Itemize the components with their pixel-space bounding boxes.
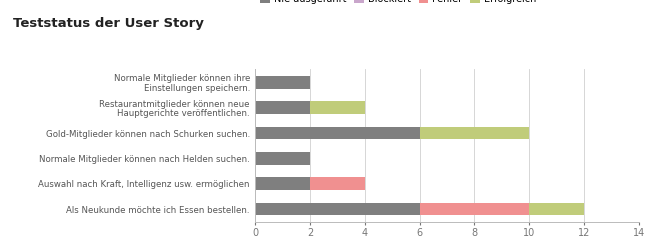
Bar (255, 152, 310, 165)
Legend: Nie ausgeführt, Blockiert, Fehler, Erfolgreich: Nie ausgeführt, Blockiert, Fehler, Erfol… (260, 0, 536, 4)
Bar (420, 127, 529, 139)
Bar (255, 203, 420, 215)
Bar (310, 177, 365, 190)
Bar (529, 203, 584, 215)
Bar (255, 76, 310, 89)
Bar (255, 102, 310, 114)
Bar (310, 102, 365, 114)
Bar (255, 127, 420, 139)
Bar (255, 177, 310, 190)
Text: Teststatus der User Story: Teststatus der User Story (13, 17, 204, 30)
Bar (420, 203, 529, 215)
